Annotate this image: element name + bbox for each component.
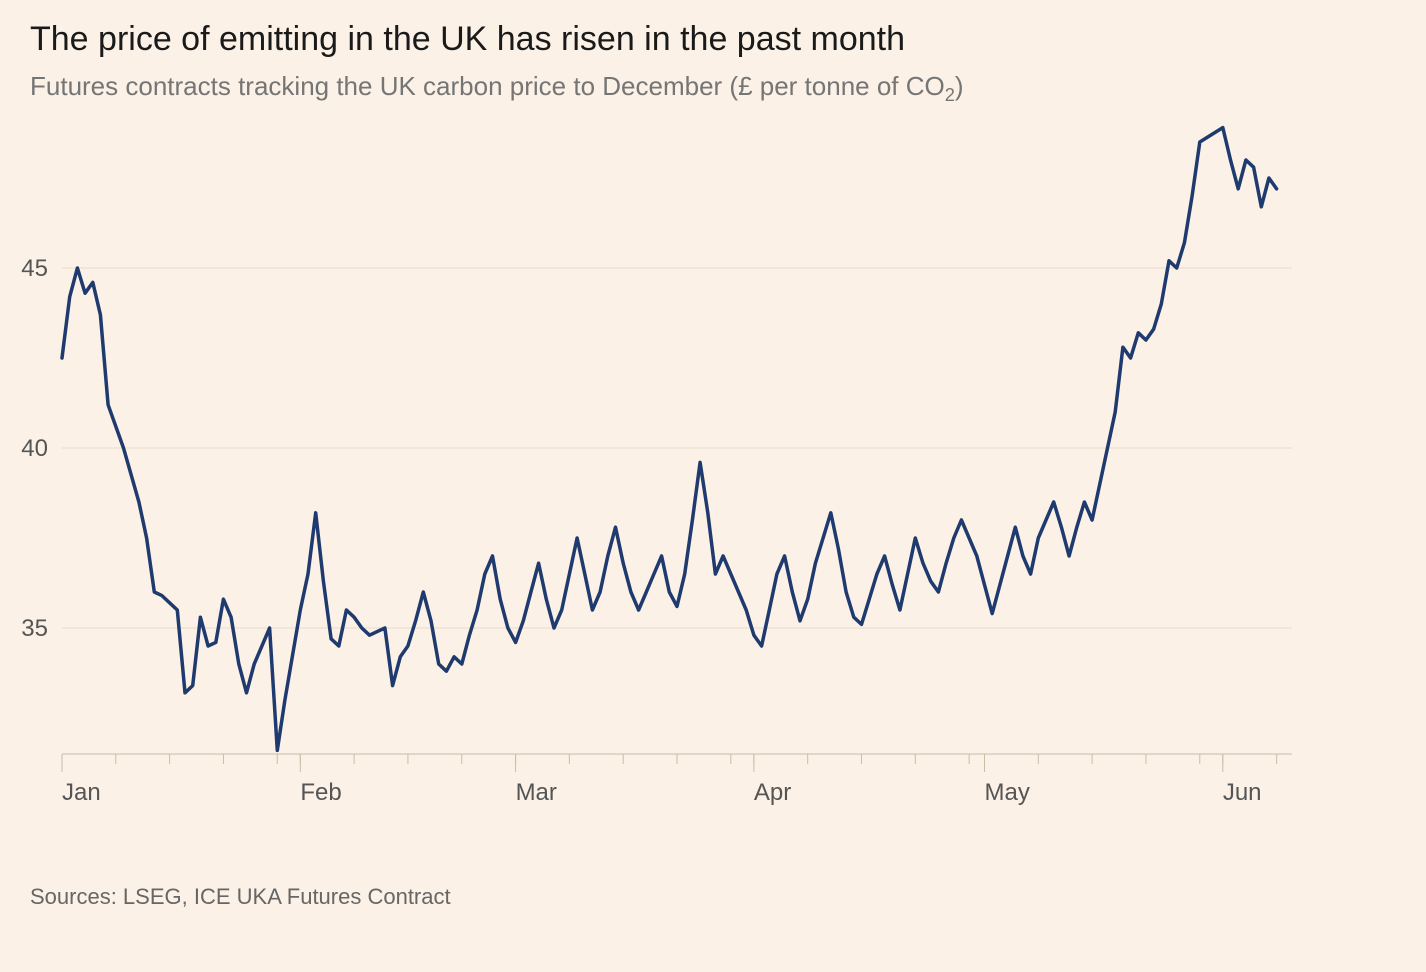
svg-text:40: 40 (21, 435, 48, 462)
svg-text:May: May (985, 779, 1030, 806)
chart-container: The price of emitting in the UK has rise… (0, 0, 1426, 972)
svg-text:45: 45 (21, 255, 48, 282)
svg-text:Jun: Jun (1223, 779, 1262, 806)
series-line (62, 128, 1277, 751)
svg-text:Feb: Feb (300, 779, 341, 806)
svg-text:Apr: Apr (754, 779, 791, 806)
chart-title: The price of emitting in the UK has rise… (0, 20, 1426, 71)
chart-plot-area: 35 40 45 Jan Feb Mar Apr May Jun (0, 114, 1426, 874)
svg-text:Mar: Mar (516, 779, 557, 806)
svg-text:Jan: Jan (62, 779, 101, 806)
chart-sources: Sources: LSEG, ICE UKA Futures Contract (0, 874, 1426, 910)
svg-text:35: 35 (21, 615, 48, 642)
chart-subtitle: Futures contracts tracking the UK carbon… (0, 71, 1426, 114)
chart-svg: 35 40 45 Jan Feb Mar Apr May Jun (0, 114, 1426, 874)
